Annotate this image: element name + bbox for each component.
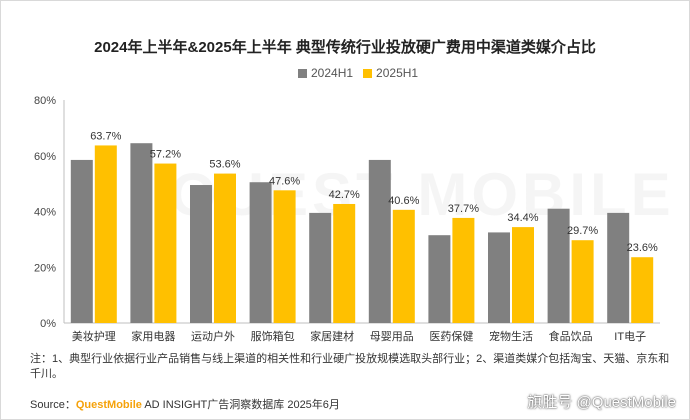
bar-2025h1	[571, 240, 594, 323]
bar-2024h1	[368, 159, 391, 323]
y-tick-label: 0%	[40, 318, 56, 330]
bar-2024h1	[428, 235, 451, 323]
bar-2025h1	[333, 203, 356, 323]
source-prefix: Source：	[30, 399, 76, 411]
legend-swatch-2025h1	[363, 68, 373, 78]
bar-2025h1	[512, 227, 534, 323]
data-label-2025h1: 29.7%	[567, 225, 598, 237]
x-tick-label: 宠物生活	[489, 329, 533, 343]
bar-2024h1	[190, 185, 212, 323]
bar-2024h1	[130, 143, 153, 323]
legend-item-2024h1: 2024H1	[298, 66, 353, 80]
x-tick-label: 母婴用品	[370, 330, 414, 343]
legend-label-2024h1: 2024H1	[311, 66, 354, 80]
bar-2025h1	[631, 257, 654, 323]
bar-2025h1	[154, 163, 177, 323]
y-tick-label: 60%	[34, 151, 56, 163]
legend-label-2025h1: 2025H1	[376, 66, 419, 80]
data-label-2025h1: 57.2%	[150, 149, 181, 161]
bar-2024h1	[249, 182, 272, 323]
legend-item-2025h1: 2025H1	[363, 66, 418, 80]
legend-swatch-2024h1	[298, 68, 307, 78]
bar-2024h1	[309, 212, 332, 323]
y-tick-label: 20%	[34, 262, 56, 274]
chart-title: 2024年上半年&2025年上半年 典型传统行业投放硬广费用中渠道类媒介占比	[94, 39, 596, 56]
x-tick-label: 服饰箱包	[251, 329, 295, 343]
data-label-2025h1: 34.4%	[507, 212, 538, 224]
x-tick-label: 运动户外	[191, 329, 235, 343]
data-label-2025h1: 53.6%	[209, 159, 240, 171]
source-line: Source：QuestMobile AD INSIGHT广告洞察数据库 202…	[30, 396, 340, 412]
credit-watermark: 旗胜号 @QuestMobile	[527, 394, 676, 411]
bar-2025h1	[452, 217, 475, 323]
bar-2025h1	[94, 145, 117, 323]
data-label-2025h1: 42.7%	[329, 189, 360, 201]
bar-chart: 0% 20% 40% 60% 80% 63.7% 美妆护理 57.2% 家用电器 53.6% 运动户…	[34, 95, 660, 343]
x-tick-label: IT电子	[614, 330, 646, 343]
y-tick-label: 40%	[34, 207, 56, 219]
data-label-2025h1: 23.6%	[627, 242, 658, 254]
bar-2024h1	[607, 212, 630, 323]
y-tick-label: 80%	[34, 95, 56, 107]
source-text: AD INSIGHT广告洞察数据库 2025年6月	[141, 399, 340, 411]
bar-2024h1	[488, 232, 510, 323]
data-label-2025h1: 63.7%	[90, 130, 121, 142]
bar-2025h1	[214, 173, 236, 323]
data-label-2025h1: 40.6%	[388, 195, 419, 207]
x-tick-label: 食品饮品	[549, 329, 593, 343]
source-brand: QuestMobile	[75, 399, 142, 411]
bar-2025h1	[273, 190, 296, 323]
footnote: 注：1、典型行业依据行业产品销售与线上渠道的相关性和行业硬广投放规模选取头部行业…	[30, 353, 670, 380]
data-label-2025h1: 37.7%	[448, 203, 479, 215]
x-tick-label: 美妆护理	[72, 329, 116, 343]
data-label-2025h1: 47.6%	[269, 175, 300, 187]
x-tick-label: 医药保健	[429, 329, 473, 343]
x-tick-label: 家居建材	[310, 329, 354, 343]
bar-2024h1	[70, 159, 93, 323]
bar-2024h1	[547, 208, 570, 323]
bar-2025h1	[392, 209, 415, 323]
x-tick-label: 家用电器	[131, 329, 175, 343]
legend: 2024H1 2025H1	[298, 66, 428, 80]
